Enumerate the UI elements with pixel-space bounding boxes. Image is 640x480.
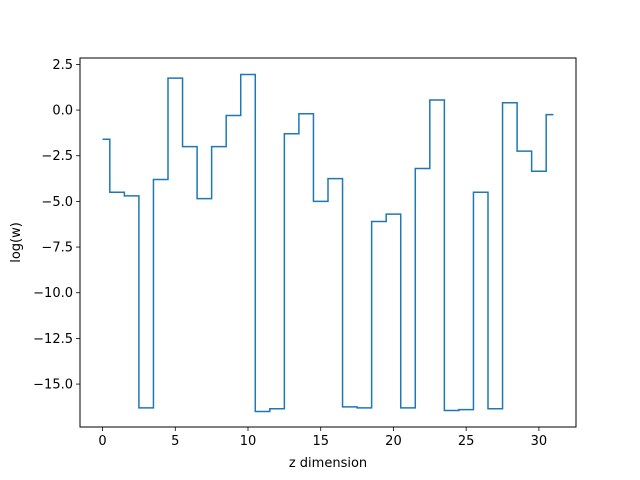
x-tick-label: 20 [385, 434, 402, 449]
x-tick-label: 15 [312, 434, 329, 449]
y-tick-label: −2.5 [41, 149, 73, 164]
y-axis-ticks: 2.5 0.0 −2.5 −5.0 −7.5 −10.0 −12.5 −15.0 [33, 58, 80, 393]
x-tick-label: 10 [240, 434, 257, 449]
y-tick-label: 0.0 [52, 104, 73, 119]
x-tick-label: 25 [458, 434, 475, 449]
x-tick-label: 30 [531, 434, 548, 449]
plot-area [102, 73, 554, 413]
y-tick-label: −10.0 [33, 286, 73, 301]
y-tick-label: −12.5 [33, 332, 73, 347]
x-tick-label: 0 [98, 434, 106, 449]
series-line-0 [102, 73, 554, 413]
x-axis-label: z dimension [289, 456, 367, 471]
axes-frame [79, 57, 577, 428]
y-tick-label: −5.0 [41, 195, 73, 210]
y-tick-label: 2.5 [52, 58, 73, 73]
y-axis-label: log(w) [9, 222, 24, 263]
x-tick-label: 5 [171, 434, 179, 449]
x-axis-ticks: 0 5 10 15 20 25 30 [98, 427, 547, 449]
y-tick-label: −15.0 [33, 378, 73, 393]
y-tick-label: −7.5 [41, 241, 73, 256]
